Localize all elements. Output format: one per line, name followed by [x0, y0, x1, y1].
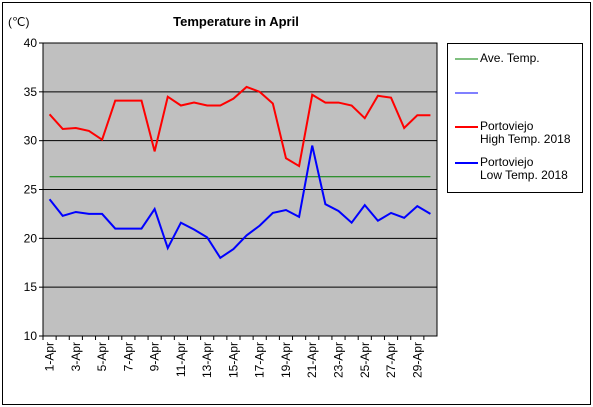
x-tick-label: 29-Apr [410, 342, 424, 378]
x-tick-label: 5-Apr [95, 342, 109, 371]
y-axis-label: (℃) [8, 15, 29, 29]
legend-label: Portoviejo High Temp. 2018 [480, 119, 571, 146]
y-tick-label: 25 [24, 183, 38, 197]
x-tick-label: 19-Apr [279, 342, 293, 378]
x-tick-label: 13-Apr [200, 342, 214, 378]
x-tick-label: 27-Apr [384, 342, 398, 378]
chart-title: Temperature in April [173, 14, 299, 29]
x-tick-label: 17-Apr [253, 342, 267, 378]
x-tick-label: 11-Apr [174, 342, 188, 377]
series-line [48, 145, 431, 260]
x-tick-label: 3-Apr [69, 342, 83, 371]
legend-label: Portoviejo Low Temp. 2018 [480, 155, 568, 182]
x-tick-label: 15-Apr [226, 342, 240, 378]
x-tick-label: 21-Apr [305, 342, 319, 378]
legend-label: Ave. Temp. [480, 51, 540, 65]
x-tick-label: 23-Apr [332, 342, 346, 378]
y-tick-label: 35 [24, 85, 38, 99]
plot-border [42, 42, 438, 337]
legend-box [447, 43, 583, 193]
x-tick-label: 1-Apr [43, 342, 57, 371]
x-tick-label: 25-Apr [358, 342, 372, 378]
y-tick-label: 40 [24, 36, 38, 50]
x-tick-label: 7-Apr [121, 342, 135, 371]
x-tick-label: 9-Apr [148, 342, 162, 371]
y-tick-label: 20 [24, 231, 38, 245]
y-tick-label: 15 [24, 280, 38, 294]
y-tick-label: 30 [24, 134, 38, 148]
series-line [48, 85, 431, 168]
y-tick-label: 10 [24, 329, 38, 343]
